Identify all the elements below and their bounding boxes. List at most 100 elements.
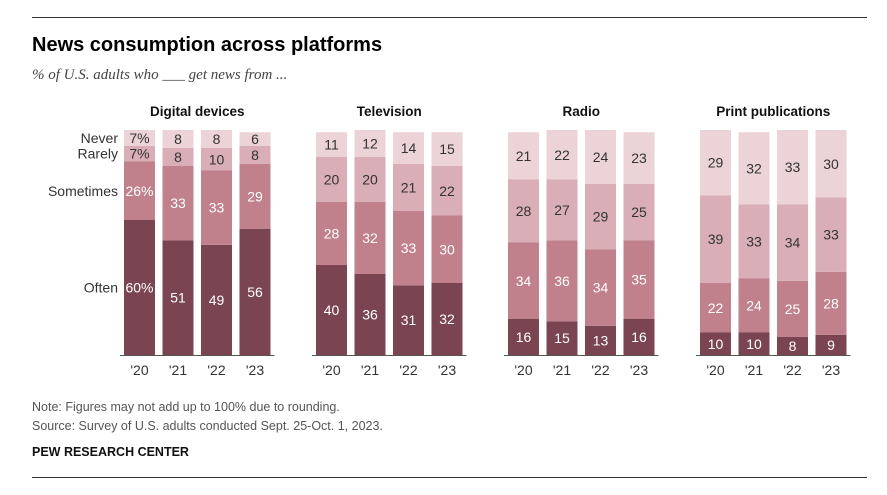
bar-segment-never xyxy=(354,130,386,157)
bar-segment-sometimes xyxy=(546,240,578,322)
bar-segment-never xyxy=(431,132,463,166)
data-label: 33 xyxy=(401,240,417,256)
data-label: 15 xyxy=(439,141,455,157)
bar-segment-often xyxy=(431,283,463,355)
bar-segment-sometimes xyxy=(162,166,194,241)
row-label-rarely: Rarely xyxy=(78,146,118,162)
data-label: 13 xyxy=(593,332,609,348)
x-tick-label: '23 xyxy=(438,362,456,378)
bar-segment-often xyxy=(201,244,232,355)
bar-segment-sometimes xyxy=(239,163,271,229)
data-label: 31 xyxy=(401,312,417,328)
data-label: 32 xyxy=(439,311,455,327)
bar-segment-rarely xyxy=(431,166,463,216)
data-label: 8 xyxy=(789,338,797,354)
x-tick-label: '23 xyxy=(246,362,264,378)
data-label: 33 xyxy=(746,233,762,249)
bar-segment-sometimes xyxy=(815,271,847,335)
data-label: 14 xyxy=(401,140,417,156)
bar-segment-never xyxy=(201,130,232,148)
x-tick-label: '21 xyxy=(553,362,571,378)
data-label: 30 xyxy=(439,241,455,257)
bar-segment-rarely xyxy=(508,179,539,243)
bar-segment-often xyxy=(393,285,424,355)
data-label: 10 xyxy=(708,336,724,352)
data-label: 8 xyxy=(174,149,182,165)
x-tick-label: '23 xyxy=(822,362,840,378)
bar-segment-rarely xyxy=(777,204,808,281)
data-label: 22 xyxy=(554,147,570,163)
bar-segment-sometimes xyxy=(201,170,232,245)
data-label: 21 xyxy=(401,179,417,195)
panel-title: Radio xyxy=(562,104,600,119)
row-label-often: Often xyxy=(84,280,118,296)
data-label: 21 xyxy=(516,148,532,164)
bar-segment-often xyxy=(738,332,770,355)
top-rule xyxy=(32,17,867,18)
bar-segment-rarely xyxy=(354,157,386,202)
bar-segment-often xyxy=(124,220,155,355)
bar-segment-rarely xyxy=(585,184,616,250)
bar-segment-often xyxy=(700,332,731,355)
bar-segment-often xyxy=(354,274,386,355)
brand-label: PEW RESEARCH CENTER xyxy=(32,445,189,459)
bar-segment-rarely xyxy=(700,195,731,283)
data-label: 25 xyxy=(631,204,647,220)
data-label: 49 xyxy=(209,292,225,308)
x-tick-label: '22 xyxy=(783,362,801,378)
data-label: 33 xyxy=(209,200,225,216)
bar-segment-rarely xyxy=(393,163,424,211)
data-label: 24 xyxy=(746,298,762,314)
bar-segment-sometimes xyxy=(585,249,616,326)
bar-segment-never xyxy=(239,132,271,146)
bar-segment-rarely xyxy=(162,148,194,166)
bar-segment-sometimes xyxy=(393,211,424,286)
bar-segment-sometimes xyxy=(738,278,770,333)
bar-segment-rarely xyxy=(124,145,155,162)
data-label: 36 xyxy=(362,307,378,323)
data-label: 16 xyxy=(516,329,532,345)
data-label: 26% xyxy=(125,183,153,199)
data-label: 20 xyxy=(324,172,340,188)
bar-segment-never xyxy=(738,132,770,205)
chart-subtitle: % of U.S. adults who ___ get news from .… xyxy=(32,67,288,83)
data-label: 27 xyxy=(554,202,570,218)
data-label: 15 xyxy=(554,330,570,346)
bar-segment-never xyxy=(162,130,194,148)
data-label: 40 xyxy=(324,302,340,318)
x-tick-label: '20 xyxy=(322,362,340,378)
data-label: 36 xyxy=(554,273,570,289)
bar-segment-often xyxy=(815,334,847,355)
data-label: 35 xyxy=(631,272,647,288)
bar-segment-never xyxy=(316,132,347,157)
source-text: Source: Survey of U.S. adults conducted … xyxy=(32,419,383,433)
data-label: 56 xyxy=(247,284,263,300)
data-label: 12 xyxy=(362,136,378,152)
x-tick-label: '22 xyxy=(591,362,609,378)
bar-segment-rarely xyxy=(546,179,578,241)
data-label: 33 xyxy=(823,227,839,243)
data-label: 39 xyxy=(708,231,724,247)
bar-segment-never xyxy=(585,130,616,184)
note-text: Note: Figures may not add up to 100% due… xyxy=(32,400,340,414)
data-label: 10 xyxy=(746,336,762,352)
bar-segment-rarely xyxy=(201,148,232,171)
data-label: 23 xyxy=(631,150,647,166)
data-label: 34 xyxy=(593,280,609,296)
bar-segment-sometimes xyxy=(354,202,386,274)
bar-segment-sometimes xyxy=(124,161,155,220)
data-label: 51 xyxy=(170,290,186,306)
bar-segment-often xyxy=(777,337,808,355)
panel-title: Digital devices xyxy=(150,104,245,119)
bar-segment-often xyxy=(546,321,578,355)
data-label: 7% xyxy=(129,130,149,146)
data-label: 16 xyxy=(631,329,647,345)
bar-segment-never xyxy=(393,132,424,164)
bar-segment-never xyxy=(508,132,539,180)
data-label: 8 xyxy=(213,131,221,147)
panel-title: Television xyxy=(357,104,422,119)
bar-segment-sometimes xyxy=(316,202,347,265)
bar-segment-sometimes xyxy=(623,240,655,319)
row-label-sometimes: Sometimes xyxy=(48,183,118,199)
data-label: 9 xyxy=(827,337,835,353)
